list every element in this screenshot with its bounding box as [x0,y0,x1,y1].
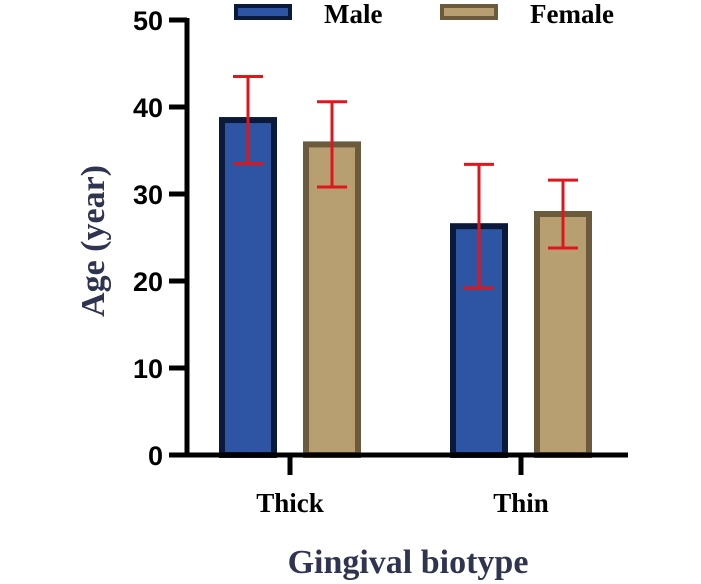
legend-swatch [234,4,292,20]
legend-item-female: Female [440,0,614,29]
bar-female-thick [303,141,361,458]
bar-female-thin [534,211,592,458]
y-tick-label: 20 [133,267,163,297]
y-tick-label: 0 [148,441,163,471]
legend: Male Female [234,0,614,29]
legend-label: Female [530,0,614,29]
error-bar-female-thick [317,100,347,189]
bars [219,117,592,459]
x-tick-label: Thick [256,488,324,518]
y-tick-label: 40 [133,93,163,123]
y-axis-title: Age (year) [75,165,112,317]
legend-label: Male [324,0,382,29]
error-bar-male-thick [233,75,263,166]
x-axis-title: Gingival biotype [288,544,529,581]
legend-swatch [440,4,498,20]
x-axis: Thick Thin [185,452,628,518]
x-tick-label: Thin [493,488,549,518]
y-tick-label: 50 [133,6,163,36]
error-bars [233,75,578,290]
y-axis: 0 10 20 30 40 50 [133,6,190,471]
y-tick-label: 30 [133,180,163,210]
error-bar-female-thin [548,178,578,250]
bar-male-thick [219,117,277,459]
y-tick-label: 10 [133,354,163,384]
error-bar-male-thin [464,162,494,290]
legend-item-male: Male [234,0,382,29]
